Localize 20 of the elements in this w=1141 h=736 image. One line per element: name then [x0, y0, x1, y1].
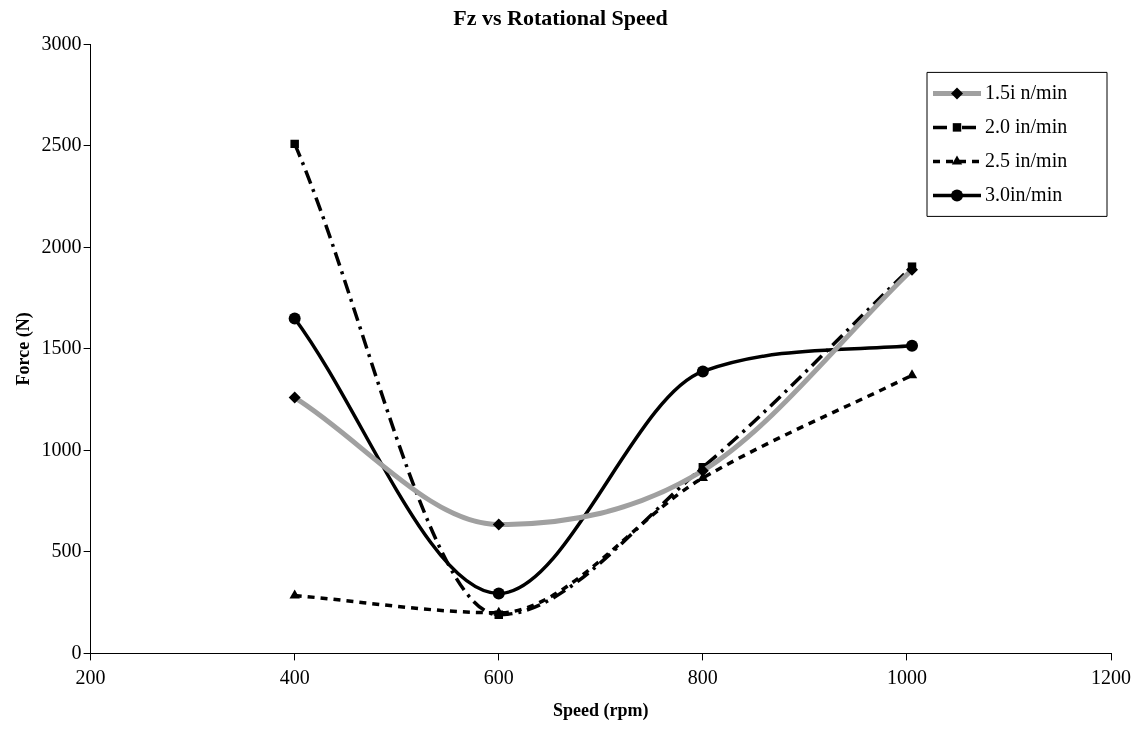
legend-label: 2.0 in/min — [985, 114, 1068, 137]
legend-label: 2.5 in/min — [985, 148, 1068, 171]
y-tick-label: 1500 — [41, 336, 82, 359]
y-axis-title: Force (N) — [13, 312, 35, 386]
x-tick-label: 600 — [483, 665, 514, 688]
legend-label: 1.5i n/min — [985, 80, 1068, 103]
x-tick-label: 800 — [687, 665, 718, 688]
y-tick-label: 1000 — [41, 437, 82, 460]
y-tick-label: 2500 — [41, 133, 82, 156]
x-tick-label: 1200 — [1091, 665, 1131, 688]
y-tick-label: 2000 — [41, 234, 82, 257]
legend-label: 3.0in/min — [985, 182, 1063, 205]
y-tick-label: 3000 — [41, 31, 82, 54]
x-tick-label: 400 — [279, 665, 310, 688]
y-tick-label: 500 — [51, 539, 82, 562]
chart-title: Fz vs Rotational Speed — [453, 4, 668, 30]
y-tick-label: 0 — [71, 640, 82, 663]
x-tick-label: 200 — [75, 665, 106, 688]
x-tick-label: 1000 — [886, 665, 927, 688]
x-axis-title: Speed (rpm) — [553, 699, 649, 721]
